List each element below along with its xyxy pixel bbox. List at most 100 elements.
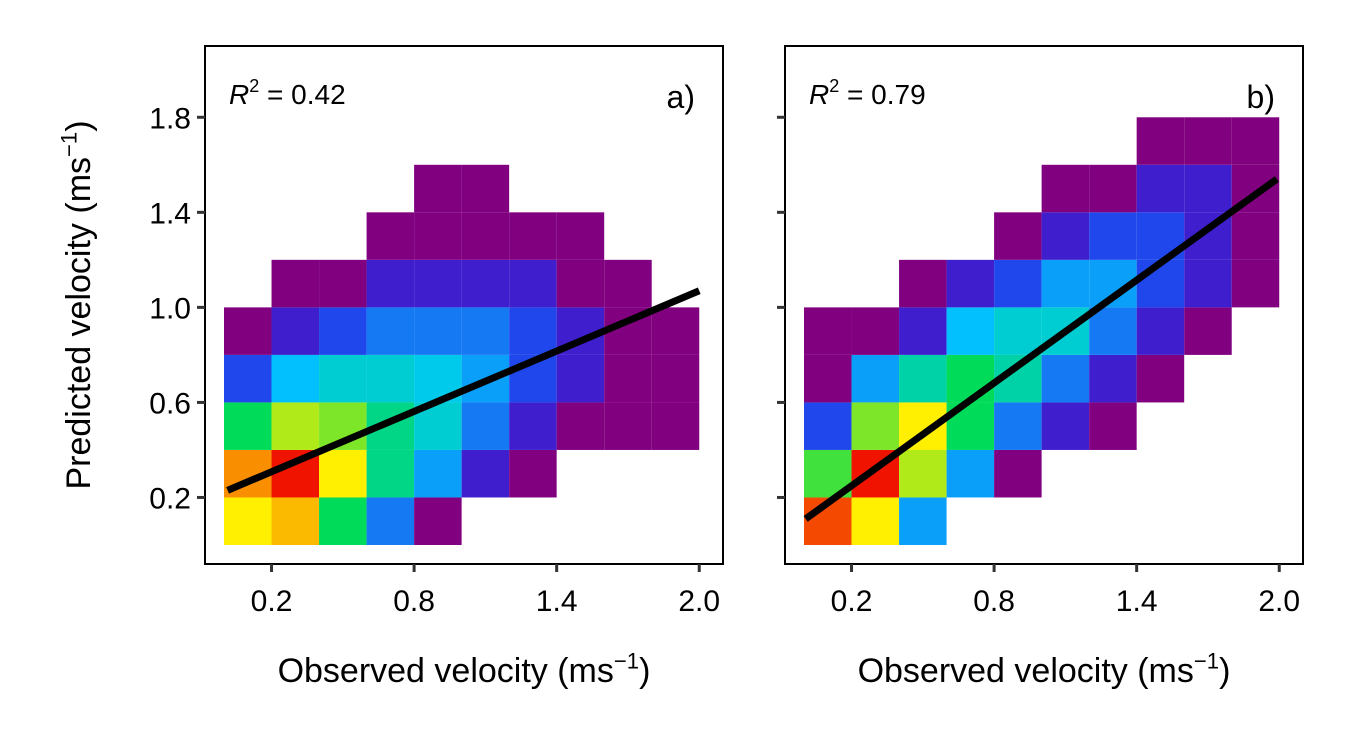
y-tick-label: 1.8 — [149, 102, 191, 135]
hist-cell — [224, 497, 272, 545]
hist-cell — [1041, 354, 1090, 403]
x-tick-label: 0.8 — [393, 585, 435, 618]
hist-cell — [556, 259, 605, 308]
hist-cell — [366, 307, 415, 355]
hist-cell — [994, 259, 1042, 308]
hist-cell — [899, 259, 947, 308]
hist-cell — [509, 307, 557, 355]
panel-label: b) — [1247, 79, 1275, 115]
r2-text: = 0.42 — [259, 79, 345, 110]
r2-annotation: R2 = 0.79 — [809, 76, 926, 110]
hist-cell — [414, 164, 462, 213]
hist-cell — [556, 402, 605, 450]
x-tick-label: 1.4 — [1116, 585, 1158, 618]
y-tick-label: 1.0 — [149, 292, 191, 325]
hist-cell — [804, 354, 852, 403]
hist-cell — [804, 402, 852, 450]
hist-cell — [319, 307, 367, 355]
plot-frame — [204, 45, 724, 565]
x-tick-label: 2.0 — [678, 585, 720, 618]
hist-cell — [461, 164, 510, 213]
x-tick-label: 2.0 — [1258, 585, 1300, 618]
hist-cell — [509, 259, 557, 308]
y-axis-label-text: Predicted velocity (ms — [60, 157, 98, 490]
y-axis-label-power: −1 — [56, 132, 81, 157]
hist-cell — [1089, 307, 1137, 355]
hist-cell — [461, 449, 510, 498]
hist-cell — [366, 259, 415, 308]
hist-cell — [1089, 212, 1137, 260]
hist-cell — [1041, 259, 1090, 308]
x-axis-label: Observed velocity (ms−1) — [858, 648, 1231, 690]
hist-cell — [414, 259, 462, 308]
hist-cell — [414, 212, 462, 260]
hist-cell — [1184, 164, 1232, 213]
hist-cell — [851, 497, 900, 545]
x-tick-label: 0.8 — [973, 585, 1015, 618]
hist-cell — [271, 354, 320, 403]
r2-symbol: R — [809, 79, 829, 110]
hist-cell — [1136, 117, 1185, 165]
hist-cell — [1136, 164, 1185, 213]
hist-cell — [1041, 402, 1090, 450]
plot-frame — [784, 45, 1304, 565]
hist-cell — [994, 212, 1042, 260]
hist-cell — [1184, 117, 1232, 165]
hist-cell — [994, 307, 1042, 355]
hist-cell — [366, 449, 415, 498]
hist-cell — [851, 402, 900, 450]
hist-cell — [319, 497, 367, 545]
hist-cell — [509, 449, 557, 498]
hist-cell — [651, 354, 700, 403]
y-axis-label: Predicted velocity (ms−1) — [56, 120, 98, 489]
hist-cell — [461, 307, 510, 355]
x-axis-label-text: Observed velocity (ms — [278, 652, 614, 690]
r2-power: 2 — [249, 76, 259, 96]
hist-cell — [851, 307, 900, 355]
hist-cell — [1136, 354, 1185, 403]
r2-symbol: R — [229, 79, 249, 110]
hist-cell — [1136, 307, 1185, 355]
hist-cell — [651, 402, 700, 450]
hist-cell — [1184, 307, 1232, 355]
r2-annotation: R2 = 0.42 — [229, 76, 346, 110]
hist-cell — [946, 449, 995, 498]
hist-cell — [414, 307, 462, 355]
fit-line — [226, 287, 701, 494]
x-axis-label-power: −1 — [1194, 648, 1219, 673]
fit-line — [803, 176, 1279, 522]
hist-cell — [414, 497, 462, 545]
r2-power: 2 — [829, 76, 839, 96]
hist-cell — [604, 402, 652, 450]
panel-label: a) — [667, 79, 695, 115]
hist-cell — [224, 307, 272, 355]
hist-cell — [804, 307, 852, 355]
hist-cell — [461, 259, 510, 308]
hist-cell — [366, 212, 415, 260]
hist-cell — [851, 354, 900, 403]
x-axis-label-power: −1 — [614, 648, 639, 673]
hist-cell — [271, 307, 320, 355]
x-axis-label-text: Observed velocity (ms — [858, 652, 1194, 690]
r2-text: = 0.79 — [839, 79, 925, 110]
hist-cell — [319, 449, 367, 498]
hist-cell — [556, 354, 605, 403]
hist-cell — [946, 307, 995, 355]
x-tick-label: 1.4 — [536, 585, 578, 618]
hist-cell — [1231, 259, 1280, 308]
hist-cell — [556, 212, 605, 260]
hist-cell — [414, 449, 462, 498]
hist-cell — [994, 402, 1042, 450]
hist-cell — [1089, 164, 1137, 213]
hist-cell — [604, 259, 652, 308]
y-tick-label: 0.6 — [149, 387, 191, 420]
hist-cell — [1184, 259, 1232, 308]
x-tick-label: 0.2 — [831, 585, 873, 618]
panel: 0.2 0.8 1.4 2.0 R2 = 0.79 b) Observed velocity… — [777, 45, 1304, 690]
y-tick-label: 0.2 — [149, 482, 191, 515]
hist-cell — [899, 449, 947, 498]
hist-cell — [1089, 354, 1137, 403]
hist-cell — [651, 307, 700, 355]
hist-cell — [994, 449, 1042, 498]
